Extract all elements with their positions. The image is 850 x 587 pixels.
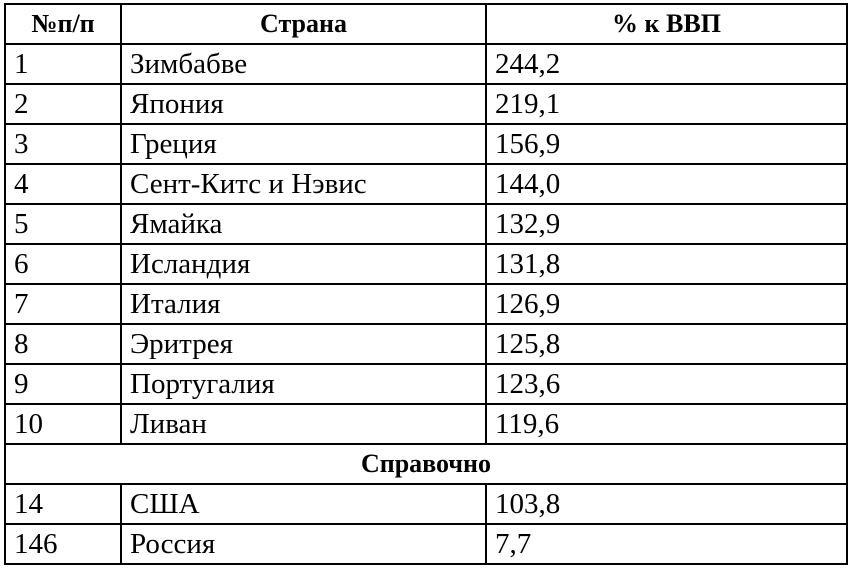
table-row: 3 Греция 156,9 [4,123,848,165]
row-number: 6 [4,243,122,285]
row-value: 7,7 [485,523,848,565]
row-number: 4 [4,163,122,205]
row-country: Эритрея [120,323,487,365]
row-country: Исландия [120,243,487,285]
row-value: 219,1 [485,83,848,125]
row-number: 5 [4,203,122,245]
row-value: 131,8 [485,243,848,285]
section-label: Справочно [4,443,848,485]
row-value: 123,6 [485,363,848,405]
table-row: 1 Зимбабве 244,2 [4,43,848,85]
table-row: 4 Сент-Китс и Нэвис 144,0 [4,163,848,205]
table-row: 7 Италия 126,9 [4,283,848,325]
header-country: Страна [120,3,487,45]
row-number: 14 [4,483,122,525]
row-country: Россия [120,523,487,565]
reference-row: 146 Россия 7,7 [4,523,848,565]
row-number: 9 [4,363,122,405]
row-value: 125,8 [485,323,848,365]
row-country: США [120,483,487,525]
reference-row: 14 США 103,8 [4,483,848,525]
row-number: 2 [4,83,122,125]
row-country: Ливан [120,403,487,445]
row-number: 146 [4,523,122,565]
table-row: 8 Эритрея 125,8 [4,323,848,365]
row-country: Италия [120,283,487,325]
row-country: Сент-Китс и Нэвис [120,163,487,205]
row-country: Ямайка [120,203,487,245]
row-country: Греция [120,123,487,165]
row-number: 10 [4,403,122,445]
table-row: 10 Ливан 119,6 [4,403,848,445]
row-value: 119,6 [485,403,848,445]
debt-table: №п/п Страна % к ВВП 1 Зимбабве 244,2 2 Я… [4,3,848,565]
row-value: 132,9 [485,203,848,245]
row-country: Зимбабве [120,43,487,85]
row-number: 3 [4,123,122,165]
table-row: 2 Япония 219,1 [4,83,848,125]
row-country: Португалия [120,363,487,405]
table-row: 5 Ямайка 132,9 [4,203,848,245]
row-number: 7 [4,283,122,325]
row-number: 8 [4,323,122,365]
header-number: №п/п [4,3,122,45]
row-number: 1 [4,43,122,85]
header-row: №п/п Страна % к ВВП [4,3,848,45]
section-row: Справочно [4,443,848,485]
row-country: Япония [120,83,487,125]
row-value: 156,9 [485,123,848,165]
row-value: 144,0 [485,163,848,205]
row-value: 126,9 [485,283,848,325]
table-row: 6 Исландия 131,8 [4,243,848,285]
row-value: 103,8 [485,483,848,525]
row-value: 244,2 [485,43,848,85]
header-gdp-percent: % к ВВП [485,3,848,45]
table-row: 9 Португалия 123,6 [4,363,848,405]
